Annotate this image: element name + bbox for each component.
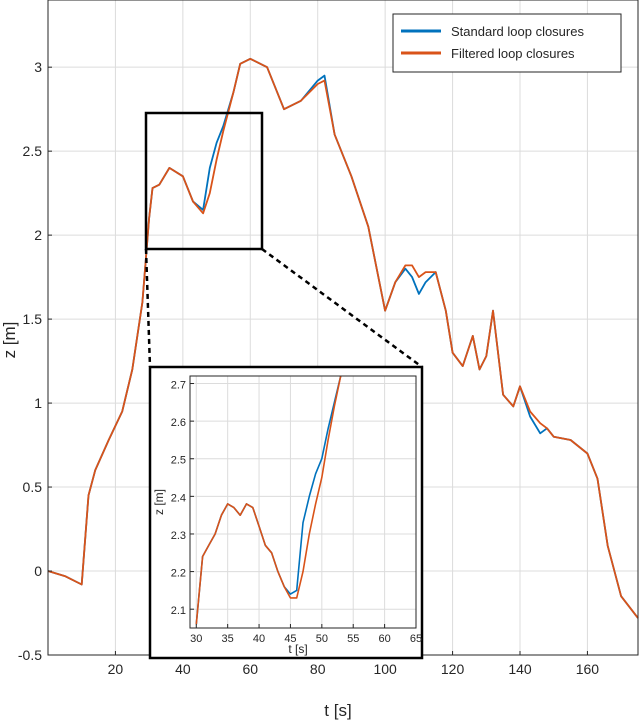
- inset-y-tick-label: 2.1: [171, 605, 186, 617]
- zoom-connector-left: [144, 248, 152, 368]
- legend-box: [392, 13, 622, 73]
- y-tick-label: 1.5: [23, 311, 43, 327]
- inset-ticks: 30 35 40 45 50 55 60 65 2.1 2.2 2.3 2.4 2.5 2.6 2.7: [171, 380, 422, 645]
- inset-y-tick-label: 2.2: [171, 568, 186, 580]
- inset-x-tick-label: 35: [222, 633, 234, 645]
- inset-x-tick-label: 60: [378, 633, 390, 645]
- inset-y-tick-label: 2.6: [171, 417, 186, 429]
- inset-series-line-filtered: [195, 375, 342, 625]
- y-tick-label: 1: [34, 395, 42, 411]
- y-axis-label: z [m]: [0, 322, 19, 359]
- x-tick-label: 20: [108, 661, 124, 677]
- inset-x-tick-label: 50: [316, 633, 328, 645]
- x-tick-label: 40: [175, 661, 191, 677]
- inset-x-tick-label: 40: [253, 633, 265, 645]
- inset-series: [195, 375, 342, 625]
- zoom-region-box: [144, 111, 264, 251]
- inset-y-tick-label: 2.3: [171, 530, 186, 542]
- inset-x-tick-label: 55: [347, 633, 359, 645]
- inset-y-tick-label: 2.5: [171, 455, 186, 467]
- series-line-filtered: [47, 57, 639, 619]
- x-tick-label: 60: [242, 661, 258, 677]
- y-tick-label: 2: [34, 227, 42, 243]
- inset-y-axis-label: z [m]: [152, 489, 166, 515]
- legend-label-filtered: Filtered loop closures: [451, 46, 575, 61]
- y-tick-label: 2.5: [23, 143, 43, 159]
- x-tick-label: 160: [576, 661, 600, 677]
- legend-label-standard: Standard loop closures: [451, 24, 584, 39]
- main-series: [47, 57, 639, 619]
- inset-plot-frame: [189, 375, 417, 629]
- y-tick-label: 0.5: [23, 479, 43, 495]
- inset-x-tick-label: 30: [190, 633, 202, 645]
- x-tick-label: 80: [310, 661, 326, 677]
- x-tick-label: 120: [441, 661, 465, 677]
- y-tick-label: -0.5: [18, 647, 42, 663]
- main-ticks: 20 40 60 80 100 120 140 160 -0.5 0 0.5 1 1.5 2 2.5 3: [18, 59, 599, 677]
- zoom-connector-right: [261, 247, 423, 369]
- x-axis-label: t [s]: [324, 701, 351, 720]
- inset-y-tick-label: 2.7: [171, 380, 186, 392]
- inset-x-tick-label: 45: [284, 633, 296, 645]
- inset-x-tick-label: 65: [410, 633, 422, 645]
- legend: Standard loop closures Filtered loop clos…: [392, 13, 622, 73]
- y-tick-label: 3: [34, 59, 42, 75]
- inset-y-tick-label: 2.4: [171, 492, 186, 504]
- y-tick-label: 0: [34, 563, 42, 579]
- x-tick-label: 140: [508, 661, 532, 677]
- inset-x-axis-label: t [s]: [288, 642, 307, 656]
- inset-frame-outer: [148, 365, 424, 660]
- x-tick-label: 100: [373, 661, 397, 677]
